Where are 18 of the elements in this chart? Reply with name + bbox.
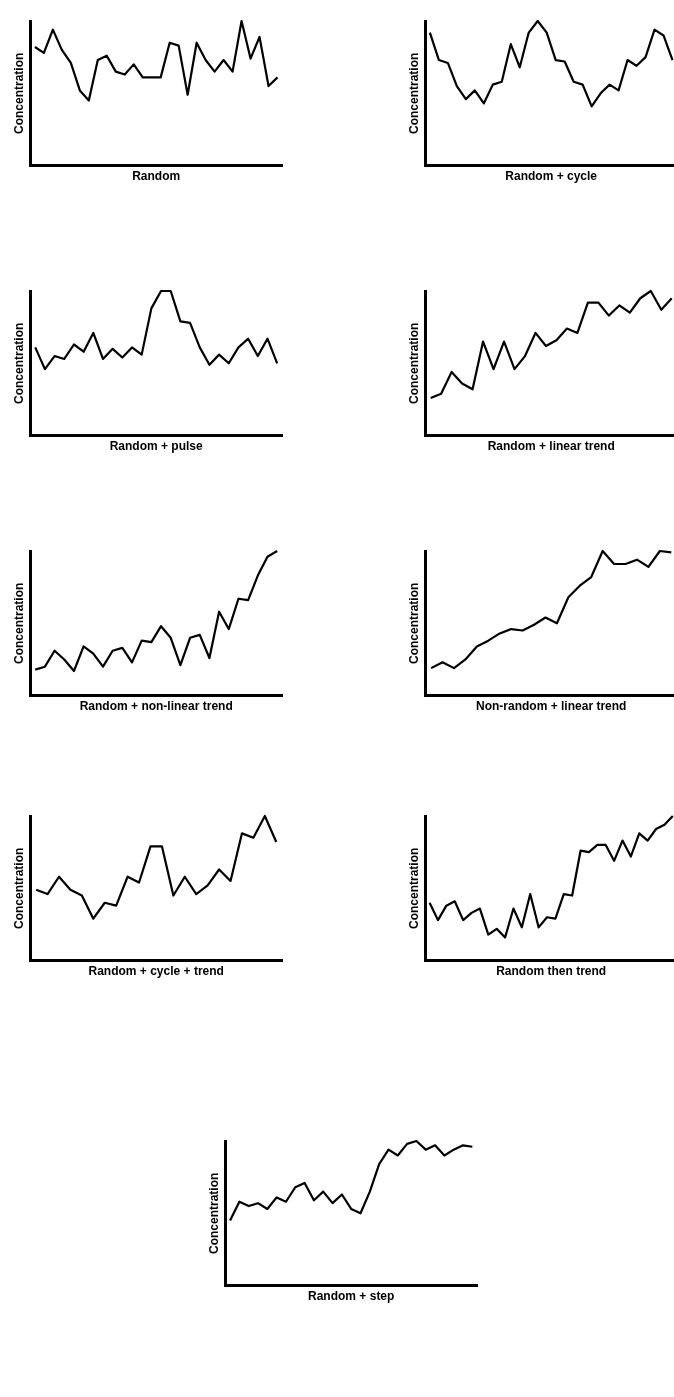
x-axis-title: Random + cycle + trend	[88, 964, 224, 979]
x-axis-title: Random + linear trend	[487, 439, 615, 454]
y-axis-title: Concentration	[206, 1172, 221, 1254]
x-axis-title: Random + step	[308, 1289, 395, 1304]
x-axis-title: Random then trend	[496, 964, 607, 979]
x-axis-title: Non-random + linear trend	[476, 699, 627, 714]
y-axis-title: Concentration	[11, 582, 26, 664]
y-axis-title: Concentration	[406, 322, 421, 404]
x-axis-title: Random + non-linear trend	[79, 699, 233, 714]
x-axis-title: Random + cycle	[505, 169, 598, 184]
y-axis-title: Concentration	[406, 847, 421, 929]
x-axis-title: Random	[132, 169, 181, 184]
y-axis-title: Concentration	[11, 52, 26, 134]
x-axis-title: Random + pulse	[109, 439, 204, 454]
y-axis-title: Concentration	[11, 322, 26, 404]
y-axis-title: Concentration	[406, 52, 421, 134]
y-axis-title: Concentration	[11, 847, 26, 929]
y-axis-title: Concentration	[406, 582, 421, 664]
